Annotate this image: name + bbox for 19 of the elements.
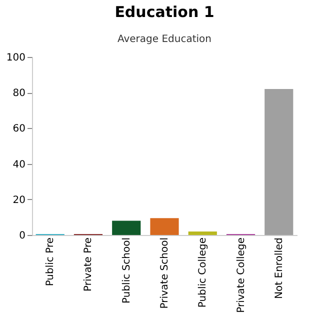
x-tick-label: Public School	[121, 238, 132, 304]
bar	[188, 231, 217, 235]
y-tick-label: 60	[12, 124, 26, 135]
chart-title: Education 1	[114, 3, 214, 21]
x-tick-label: Not Enrolled	[274, 238, 285, 299]
bar	[150, 218, 179, 235]
x-tick-label: Private Pre	[83, 238, 94, 292]
x-tick-label: Private School	[160, 238, 170, 309]
y-tick-label: 0	[19, 230, 26, 242]
x-tick-label: Public Pre	[45, 238, 56, 286]
x-tick-label: Private College	[236, 238, 247, 313]
y-tick-label: 100	[6, 52, 26, 64]
x-tick-label: Public College	[198, 238, 209, 308]
bar	[112, 220, 141, 235]
y-tick-label: 20	[12, 194, 26, 206]
bar	[264, 89, 294, 235]
y-tick-label: 40	[12, 159, 26, 170]
y-tick-label: 80	[12, 88, 26, 100]
chart-subtitle: Average Education	[117, 34, 212, 45]
